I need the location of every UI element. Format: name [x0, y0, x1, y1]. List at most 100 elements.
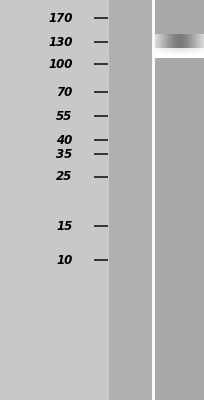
Bar	[170, 53, 171, 54]
Bar	[188, 57, 189, 58]
Bar	[183, 48, 184, 49]
Bar	[173, 56, 174, 57]
Bar	[178, 54, 179, 55]
Bar	[175, 34, 176, 48]
Bar	[165, 50, 166, 51]
Bar	[167, 50, 168, 51]
Bar	[197, 49, 198, 50]
Bar	[166, 51, 167, 52]
Bar	[170, 52, 171, 53]
Bar	[192, 34, 193, 48]
Bar	[184, 54, 185, 55]
Bar	[180, 52, 181, 53]
Bar	[156, 51, 157, 52]
Bar	[165, 52, 166, 53]
Bar	[193, 48, 194, 49]
Bar	[160, 48, 161, 49]
Bar	[195, 55, 196, 56]
Bar	[199, 56, 200, 57]
Bar	[156, 49, 157, 50]
Bar	[172, 57, 173, 58]
Bar	[173, 53, 174, 54]
Bar	[203, 50, 204, 51]
Bar	[188, 55, 189, 56]
Bar	[157, 52, 158, 53]
Bar	[181, 54, 182, 55]
Bar	[155, 57, 156, 58]
Bar	[164, 53, 165, 54]
Bar	[197, 34, 198, 48]
Bar	[186, 56, 187, 57]
Bar	[174, 56, 175, 57]
Bar	[190, 49, 191, 50]
Bar	[199, 51, 200, 52]
Bar	[191, 54, 192, 55]
Bar	[193, 53, 194, 54]
Bar	[160, 48, 161, 49]
Bar	[176, 34, 177, 48]
Bar	[202, 57, 203, 58]
Bar	[203, 51, 204, 52]
Bar	[164, 56, 165, 57]
Bar	[188, 54, 189, 55]
Bar	[177, 51, 178, 52]
Bar	[169, 53, 170, 54]
Bar	[187, 48, 188, 49]
Bar	[181, 55, 182, 56]
Bar	[195, 34, 196, 48]
Bar	[161, 57, 162, 58]
Bar	[184, 34, 185, 48]
Bar	[203, 54, 204, 55]
Bar	[190, 48, 191, 49]
Bar	[174, 52, 175, 53]
Bar	[201, 49, 202, 50]
Bar	[165, 56, 166, 57]
Bar	[200, 52, 201, 53]
Bar	[180, 50, 181, 51]
Bar	[169, 50, 170, 51]
Bar	[189, 34, 190, 48]
Bar	[181, 51, 182, 52]
Bar	[156, 48, 157, 49]
Bar	[203, 55, 204, 56]
Bar	[203, 49, 204, 50]
Bar	[169, 49, 170, 50]
Bar	[161, 54, 162, 55]
Bar	[191, 48, 192, 49]
Bar	[160, 52, 161, 53]
Bar	[200, 57, 201, 58]
Bar	[194, 55, 195, 56]
Bar	[181, 53, 182, 54]
Bar	[183, 53, 184, 54]
Bar	[177, 54, 178, 55]
Bar	[170, 57, 171, 58]
Bar	[180, 57, 181, 58]
Bar	[179, 48, 180, 49]
Bar	[184, 50, 185, 51]
Bar	[165, 55, 166, 56]
Bar	[191, 57, 192, 58]
Bar	[157, 54, 158, 55]
Bar	[190, 52, 191, 53]
Bar	[190, 53, 191, 54]
Bar	[172, 52, 173, 53]
Bar	[163, 52, 164, 53]
Bar	[198, 48, 199, 49]
Bar	[174, 51, 175, 52]
Bar	[196, 56, 197, 57]
Bar	[192, 49, 193, 50]
Bar	[197, 52, 198, 53]
Bar	[196, 54, 197, 55]
Bar	[192, 53, 193, 54]
Bar	[194, 56, 195, 57]
Bar	[190, 49, 191, 50]
Bar	[194, 51, 195, 52]
Bar	[155, 48, 156, 49]
Bar	[176, 57, 177, 58]
Bar	[171, 54, 172, 55]
Bar	[194, 57, 195, 58]
Bar	[155, 56, 156, 57]
Bar	[156, 50, 157, 51]
Bar	[166, 50, 167, 51]
Bar	[195, 51, 196, 52]
